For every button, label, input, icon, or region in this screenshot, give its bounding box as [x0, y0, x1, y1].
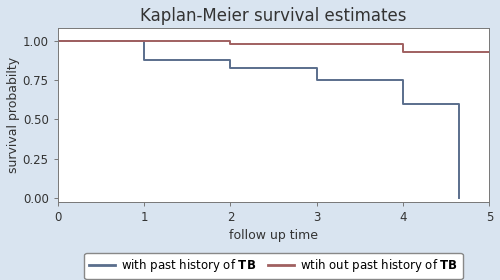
- Title: Kaplan-Meier survival estimates: Kaplan-Meier survival estimates: [140, 7, 407, 25]
- Legend: with past history of $\mathbf{TB}$, wtih out past history of $\mathbf{TB}$: with past history of $\mathbf{TB}$, wtih…: [84, 253, 462, 279]
- X-axis label: follow up time: follow up time: [229, 229, 318, 242]
- Y-axis label: survival probabilty: survival probabilty: [7, 57, 20, 173]
